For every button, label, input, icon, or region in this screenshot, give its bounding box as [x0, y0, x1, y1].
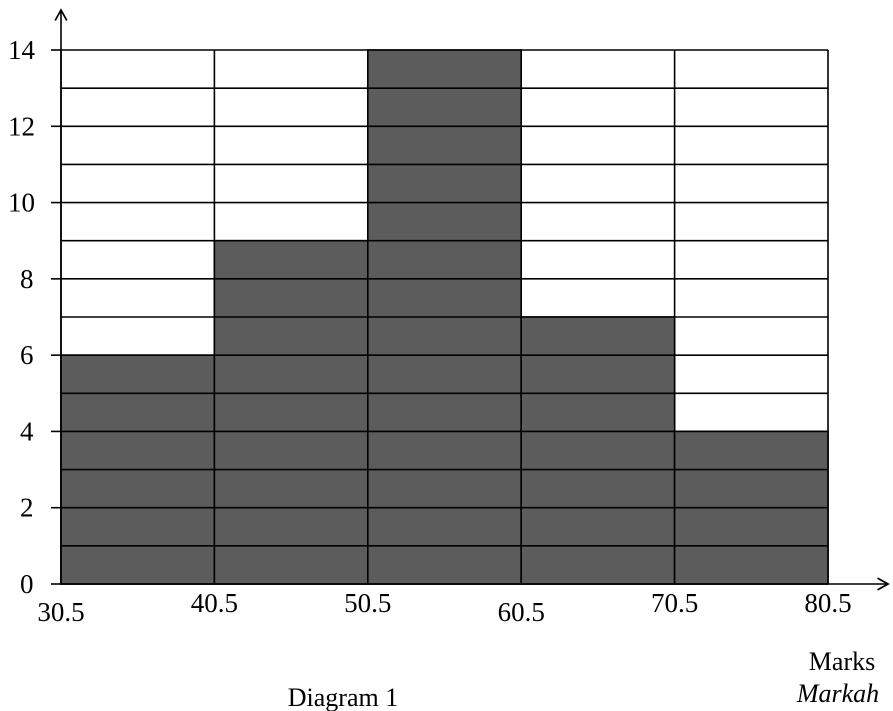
x-tick-label: 60.5	[498, 597, 545, 627]
x-tick-label: 50.5	[344, 588, 391, 618]
x-tick-label: 40.5	[191, 588, 238, 618]
y-tick-label: 12	[8, 111, 35, 141]
y-tick-label: 14	[8, 35, 36, 65]
y-tick-label: 8	[20, 264, 34, 294]
y-tick-label: 2	[20, 493, 34, 523]
y-tick-label: 4	[20, 416, 34, 446]
x-axis-label: Marks	[809, 647, 875, 676]
x-tick-label: 80.5	[804, 588, 851, 618]
tick-labels: 0 2 4 6 8 10 12 14 30.5 40.5 50.5 60.5 70.5 80.5	[8, 35, 852, 627]
x-axis-label-alt: Markah	[796, 679, 879, 708]
y-tick-label: 0	[20, 569, 34, 599]
y-tick-label: 10	[8, 188, 35, 218]
axes	[51, 8, 890, 591]
histogram-bar	[520, 316, 676, 585]
figure-caption: Diagram 1	[288, 683, 398, 711]
histogram-bar	[213, 239, 369, 585]
y-tick-label: 6	[20, 340, 34, 370]
x-tick-label: 30.5	[37, 597, 84, 627]
x-tick-label: 70.5	[651, 588, 698, 618]
bar-gridlines	[61, 87, 828, 547]
